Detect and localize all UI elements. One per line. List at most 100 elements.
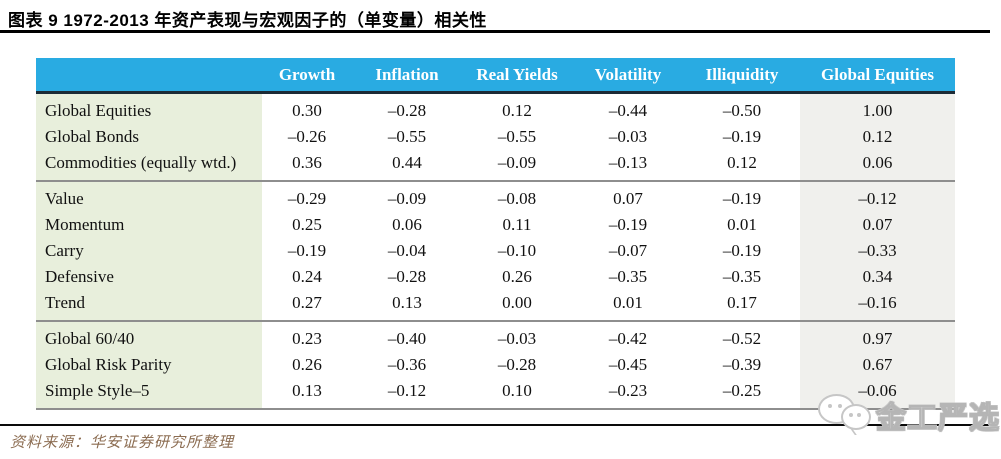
table-row: Value –0.29 –0.09 –0.08 0.07 –0.19 –0.12: [36, 181, 955, 212]
correlation-value: 0.67: [800, 352, 955, 378]
correlation-table: Growth Inflation Real Yields Volatility Illi…: [36, 58, 955, 410]
correlation-value: 0.26: [292, 355, 322, 374]
row-label: Value: [36, 181, 262, 212]
correlation-value: 0.13: [292, 381, 322, 400]
correlation-value: –0.45: [608, 355, 648, 374]
correlation-value: –0.35: [722, 267, 762, 286]
correlation-value: 0.12: [800, 124, 955, 150]
correlation-value: –0.28: [387, 267, 427, 286]
figure-bottom-rule: [0, 424, 990, 426]
column-header: [36, 58, 262, 93]
title-underline-rule: [0, 30, 990, 33]
correlation-value: 0.34: [800, 264, 955, 290]
row-group: Global 60/40 0.23 –0.40 –0.03 –0.42 –0.52 0.97…: [36, 321, 955, 409]
correlation-value: 0.24: [292, 267, 322, 286]
correlation-value: –0.23: [608, 381, 648, 400]
correlation-value: –0.19: [722, 127, 762, 146]
row-label: Commodities (equally wtd.): [36, 150, 262, 181]
table-header-row: Growth Inflation Real Yields Volatility Illi…: [36, 58, 955, 93]
correlation-value: –0.55: [497, 127, 537, 146]
correlation-value: 0.44: [392, 153, 422, 172]
correlation-value: 0.97: [800, 321, 955, 352]
row-label: Momentum: [36, 212, 262, 238]
column-header: Illiquidity: [684, 58, 800, 93]
table-row: Carry –0.19 –0.04 –0.10 –0.07 –0.19 –0.33: [36, 238, 955, 264]
table-row: Global 60/40 0.23 –0.40 –0.03 –0.42 –0.52 0.97: [36, 321, 955, 352]
correlation-value: 0.06: [800, 150, 955, 181]
correlation-value: 0.30: [292, 101, 322, 120]
table-row: Global Equities 0.30 –0.28 0.12 –0.44 –0.50 1.…: [36, 92, 955, 124]
table-row: Momentum 0.25 0.06 0.11 –0.19 0.01 0.07: [36, 212, 955, 238]
table-row: Commodities (equally wtd.) 0.36 0.44 –0.09 –…: [36, 150, 955, 181]
correlation-value: –0.44: [608, 101, 648, 120]
source-note: 资料来源：华安证券研究所整理: [10, 435, 235, 451]
row-label: Defensive: [36, 264, 262, 290]
column-header: Growth: [262, 58, 352, 93]
table-row: Global Risk Parity 0.26 –0.36 –0.28 –0.45 –0.…: [36, 352, 955, 378]
correlation-value: –0.10: [497, 241, 537, 260]
row-label: Trend: [36, 290, 262, 321]
correlation-value: 0.01: [727, 215, 757, 234]
correlation-value: –0.12: [387, 381, 427, 400]
correlation-value: –0.33: [800, 238, 955, 264]
correlation-value: –0.19: [287, 241, 327, 260]
row-label: Global Risk Parity: [36, 352, 262, 378]
correlation-value: –0.25: [722, 381, 762, 400]
row-label: Carry: [36, 238, 262, 264]
correlation-value: –0.03: [608, 127, 648, 146]
correlation-value: –0.28: [387, 101, 427, 120]
correlation-value: –0.19: [722, 189, 762, 208]
row-label: Global 60/40: [36, 321, 262, 352]
table-row: Defensive 0.24 –0.28 0.26 –0.35 –0.35 0.34: [36, 264, 955, 290]
correlation-value: 0.10: [502, 381, 532, 400]
correlation-value: –0.55: [387, 127, 427, 146]
correlation-value: 0.36: [292, 153, 322, 172]
correlation-value: –0.19: [722, 241, 762, 260]
correlation-value: 0.25: [292, 215, 322, 234]
correlation-value: 0.00: [502, 293, 532, 312]
correlation-value: 1.00: [800, 92, 955, 124]
table-header: Growth Inflation Real Yields Volatility Illi…: [36, 58, 955, 93]
correlation-value: 0.11: [502, 215, 532, 234]
figure-title: 图表 9 1972-2013 年资产表现与宏观因子的（单变量）相关性: [8, 11, 487, 30]
correlation-value: 0.07: [613, 189, 643, 208]
row-group: Global Equities 0.30 –0.28 0.12 –0.44 –0.50 1.…: [36, 92, 955, 181]
row-group: Value –0.29 –0.09 –0.08 0.07 –0.19 –0.12 Moment…: [36, 181, 955, 321]
watermark-text: 金工严选: [875, 401, 1000, 435]
correlation-value: –0.35: [608, 267, 648, 286]
correlation-value: –0.42: [608, 329, 648, 348]
table-row: Global Bonds –0.26 –0.55 –0.55 –0.03 –0.19 0.1…: [36, 124, 955, 150]
correlation-value: –0.08: [497, 189, 537, 208]
correlation-value: –0.29: [287, 189, 327, 208]
correlation-value: –0.52: [722, 329, 762, 348]
correlation-value: –0.40: [387, 329, 427, 348]
correlation-value: 0.13: [392, 293, 422, 312]
correlation-value: –0.07: [608, 241, 648, 260]
correlation-value: –0.09: [387, 189, 427, 208]
correlation-value: 0.07: [800, 212, 955, 238]
correlation-value: –0.28: [497, 355, 537, 374]
column-header: Volatility: [572, 58, 684, 93]
correlation-value: –0.03: [497, 329, 537, 348]
correlation-value: 0.01: [613, 293, 643, 312]
row-label: Global Bonds: [36, 124, 262, 150]
correlation-value: –0.12: [800, 181, 955, 212]
column-header: Global Equities: [800, 58, 955, 93]
correlation-value: –0.50: [722, 101, 762, 120]
column-header: Inflation: [352, 58, 462, 93]
correlation-value: –0.04: [387, 241, 427, 260]
correlation-value: 0.26: [502, 267, 532, 286]
correlation-value: 0.17: [727, 293, 757, 312]
correlation-value: –0.19: [608, 215, 648, 234]
correlation-value: –0.36: [387, 355, 427, 374]
correlation-value: 0.12: [727, 153, 757, 172]
correlation-value: 0.23: [292, 329, 322, 348]
correlation-value: –0.26: [287, 127, 327, 146]
column-header: Real Yields: [462, 58, 572, 93]
wechat-watermark: 金工严选: [818, 386, 1000, 444]
correlation-value: –0.39: [722, 355, 762, 374]
row-label: Global Equities: [36, 92, 262, 124]
row-label: Simple Style–5: [36, 378, 262, 409]
correlation-value: –0.09: [497, 153, 537, 172]
